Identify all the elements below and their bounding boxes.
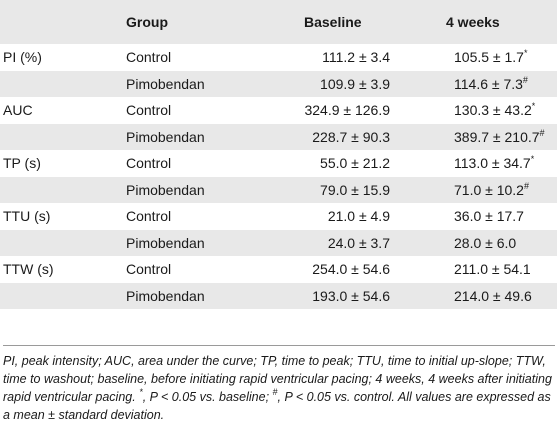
row-group: Pimobendan bbox=[126, 181, 205, 198]
baseline-value: 79.0 ± 15.9 bbox=[320, 181, 390, 198]
row-baseline: 109.9 ± 3.9 bbox=[266, 71, 416, 98]
row-baseline: 24.0 ± 3.7 bbox=[266, 230, 416, 257]
row-baseline: 55.0 ± 21.2 bbox=[266, 150, 416, 177]
table-row: Pimobendan 228.7 ± 90.3 389.7 ± 210.7# bbox=[0, 123, 557, 151]
table-row: Pimobendan 109.9 ± 3.9 114.6 ± 7.3# bbox=[0, 70, 557, 98]
row-4-weeks: 71.0 ± 10.2# bbox=[416, 177, 557, 204]
row-group: Control bbox=[126, 208, 172, 225]
row-parameter: TP (s) bbox=[3, 155, 41, 172]
baseline-value: 55.0 ± 21.2 bbox=[320, 155, 390, 172]
significance-marker: # bbox=[522, 74, 528, 85]
row-4-weeks: 36.0 ± 17.7 bbox=[416, 203, 557, 230]
row-4-weeks: 211.0 ± 54.1 bbox=[416, 256, 557, 283]
baseline-value: 228.7 ± 90.3 bbox=[312, 128, 390, 145]
row-baseline: 21.0 ± 4.9 bbox=[266, 203, 416, 230]
row-4-weeks: 105.5 ± 1.7* bbox=[416, 44, 557, 71]
data-table-container: Group Baseline 4 weeks PI (%) Control 11… bbox=[0, 0, 557, 309]
row-group: Control bbox=[126, 155, 172, 172]
footnote-abbreviations: PI, peak intensity; AUC, area under the … bbox=[3, 354, 552, 404]
significance-marker: * bbox=[531, 101, 536, 112]
row-baseline: 79.0 ± 15.9 bbox=[266, 177, 416, 204]
footnote-hash-marker: # bbox=[272, 387, 278, 397]
header-parameter bbox=[0, 0, 126, 44]
row-parameter bbox=[0, 177, 126, 204]
4-weeks-value: 28.0 ± 6.0 bbox=[454, 234, 517, 251]
row-group: Control bbox=[126, 49, 172, 66]
row-parameter: PI (%) bbox=[3, 49, 42, 66]
row-group: Control bbox=[126, 102, 172, 119]
baseline-value: 324.9 ± 126.9 bbox=[304, 102, 390, 119]
4-weeks-value: 130.3 ± 43.2 bbox=[454, 102, 532, 119]
4-weeks-value: 113.0 ± 34.7 bbox=[454, 155, 531, 172]
4-weeks-value: 36.0 ± 17.7 bbox=[454, 208, 524, 225]
4-weeks-value: 71.0 ± 10.2 bbox=[454, 181, 524, 198]
table-row: TTW (s) Control 254.0 ± 54.6 211.0 ± 54.… bbox=[0, 256, 557, 283]
table-row: Pimobendan 24.0 ± 3.7 28.0 ± 6.0 bbox=[0, 229, 557, 257]
4-weeks-value: 211.0 ± 54.1 bbox=[454, 261, 531, 278]
significance-marker: # bbox=[539, 127, 545, 138]
row-parameter bbox=[0, 230, 126, 257]
row-4-weeks: 389.7 ± 210.7# bbox=[416, 124, 557, 151]
table-row: AUC Control 324.9 ± 126.9 130.3 ± 43.2* bbox=[0, 97, 557, 124]
header-group: Group bbox=[126, 14, 168, 30]
baseline-value: 21.0 ± 4.9 bbox=[327, 208, 390, 225]
4-weeks-value: 114.6 ± 7.3 bbox=[454, 75, 523, 92]
row-group: Control bbox=[126, 261, 172, 278]
table-footnote: PI, peak intensity; AUC, area under the … bbox=[3, 345, 555, 424]
row-parameter: AUC bbox=[3, 102, 33, 119]
baseline-value: 109.9 ± 3.9 bbox=[320, 75, 390, 92]
baseline-value: 254.0 ± 54.6 bbox=[312, 261, 390, 278]
table-row: Pimobendan 79.0 ± 15.9 71.0 ± 10.2# bbox=[0, 176, 557, 204]
row-4-weeks: 28.0 ± 6.0 bbox=[416, 230, 557, 257]
significance-marker: # bbox=[523, 180, 529, 191]
row-baseline: 324.9 ± 126.9 bbox=[266, 97, 416, 124]
table-header-row: Group Baseline 4 weeks bbox=[0, 0, 557, 44]
table-row: TTU (s) Control 21.0 ± 4.9 36.0 ± 17.7 bbox=[0, 203, 557, 230]
data-table: Group Baseline 4 weeks PI (%) Control 11… bbox=[0, 0, 557, 309]
row-parameter: TTU (s) bbox=[3, 208, 51, 225]
row-baseline: 193.0 ± 54.6 bbox=[266, 283, 416, 310]
4-weeks-value: 214.0 ± 49.6 bbox=[454, 287, 532, 304]
row-baseline: 254.0 ± 54.6 bbox=[266, 256, 416, 283]
row-group: Pimobendan bbox=[126, 287, 205, 304]
4-weeks-value: 389.7 ± 210.7 bbox=[454, 128, 540, 145]
baseline-value: 111.2 ± 3.4 bbox=[322, 49, 390, 66]
row-group: Pimobendan bbox=[126, 234, 205, 251]
row-4-weeks: 214.0 ± 49.6 bbox=[416, 283, 557, 310]
baseline-value: 193.0 ± 54.6 bbox=[312, 287, 390, 304]
baseline-value: 24.0 ± 3.7 bbox=[327, 234, 390, 251]
header-baseline: Baseline bbox=[304, 14, 362, 30]
row-4-weeks: 113.0 ± 34.7* bbox=[416, 150, 557, 177]
table-row: Pimobendan 193.0 ± 54.6 214.0 ± 49.6 bbox=[0, 282, 557, 310]
row-4-weeks: 114.6 ± 7.3# bbox=[416, 71, 557, 98]
row-baseline: 111.2 ± 3.4 bbox=[266, 44, 416, 71]
row-baseline: 228.7 ± 90.3 bbox=[266, 124, 416, 151]
row-parameter bbox=[0, 71, 126, 98]
table-row: TP (s) Control 55.0 ± 21.2 113.0 ± 34.7* bbox=[0, 150, 557, 177]
4-weeks-value: 105.5 ± 1.7 bbox=[454, 49, 524, 66]
row-parameter: TTW (s) bbox=[3, 261, 54, 278]
row-group: Pimobendan bbox=[126, 75, 205, 92]
significance-marker: * bbox=[523, 48, 528, 59]
row-parameter bbox=[0, 283, 126, 310]
header-4-weeks: 4 weeks bbox=[446, 14, 500, 30]
footnote-baseline-note: , P < 0.05 vs. baseline; bbox=[142, 390, 273, 404]
significance-marker: * bbox=[530, 154, 535, 165]
row-parameter bbox=[0, 124, 126, 151]
row-group: Pimobendan bbox=[126, 128, 205, 145]
row-4-weeks: 130.3 ± 43.2* bbox=[416, 97, 557, 124]
footnote-star-marker: * bbox=[139, 387, 143, 397]
table-row: PI (%) Control 111.2 ± 3.4 105.5 ± 1.7* bbox=[0, 44, 557, 71]
